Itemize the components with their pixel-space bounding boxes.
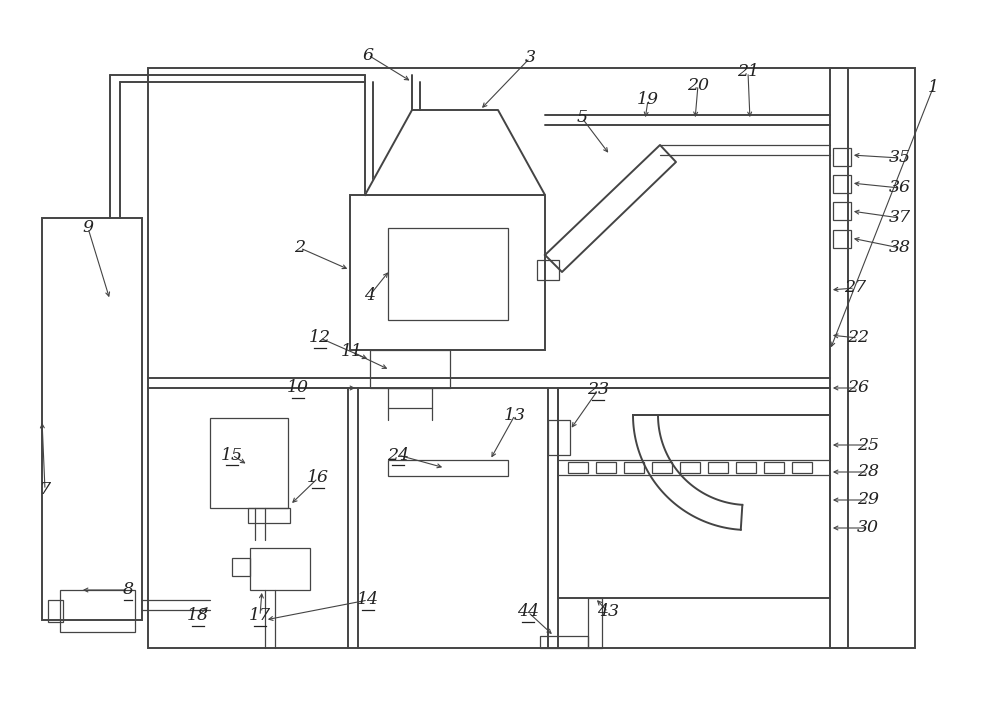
Text: 10: 10 (287, 380, 309, 397)
Text: 2: 2 (294, 239, 306, 256)
Text: 8: 8 (122, 582, 134, 599)
Bar (210, 418, 288, 508)
Text: 27: 27 (844, 280, 866, 297)
Text: 29: 29 (857, 491, 879, 508)
Bar (792, 462, 812, 473)
Bar (388, 228, 508, 320)
Text: 14: 14 (357, 592, 379, 609)
Text: 7: 7 (40, 481, 50, 498)
Bar (558, 388, 830, 598)
Bar (250, 548, 310, 590)
Bar (624, 462, 644, 473)
Bar (652, 462, 672, 473)
Bar (60, 590, 135, 632)
Bar (833, 175, 851, 193)
Text: 12: 12 (309, 330, 331, 347)
Text: 44: 44 (517, 604, 539, 621)
Text: 23: 23 (587, 381, 609, 398)
Bar (596, 462, 616, 473)
Bar (568, 462, 588, 473)
Bar (833, 148, 851, 166)
Text: 20: 20 (687, 76, 709, 93)
Polygon shape (545, 145, 676, 272)
Polygon shape (365, 110, 545, 195)
Bar (830, 68, 915, 648)
Text: 9: 9 (82, 220, 94, 237)
Bar (350, 195, 545, 350)
Text: 28: 28 (857, 464, 879, 481)
Bar (48, 600, 63, 622)
Text: 35: 35 (889, 150, 911, 167)
Bar (764, 462, 784, 473)
Bar (148, 68, 848, 648)
Text: 5: 5 (576, 109, 588, 126)
Text: 17: 17 (249, 607, 271, 625)
Bar (588, 598, 602, 648)
Bar (232, 558, 250, 576)
Bar (540, 636, 588, 648)
Bar (708, 462, 728, 473)
Bar (680, 462, 700, 473)
Bar (388, 388, 432, 408)
Text: 43: 43 (597, 604, 619, 621)
Bar (833, 230, 851, 248)
Text: 19: 19 (637, 92, 659, 109)
Text: 24: 24 (387, 446, 409, 464)
Bar (388, 460, 508, 476)
Text: 1: 1 (928, 80, 938, 97)
Text: 26: 26 (847, 380, 869, 397)
Bar (537, 260, 559, 280)
Text: 37: 37 (889, 210, 911, 227)
Text: 13: 13 (504, 407, 526, 424)
Text: 11: 11 (341, 344, 363, 361)
Text: 30: 30 (857, 520, 879, 537)
Bar (736, 462, 756, 473)
Bar (370, 350, 450, 388)
Text: 18: 18 (187, 607, 209, 625)
Text: 16: 16 (307, 469, 329, 486)
Bar (548, 420, 570, 455)
Bar (42, 218, 142, 620)
Text: 4: 4 (364, 287, 376, 304)
Text: 38: 38 (889, 239, 911, 256)
Text: 6: 6 (362, 47, 374, 64)
Text: 36: 36 (889, 179, 911, 196)
Text: 3: 3 (524, 49, 536, 66)
Text: 25: 25 (857, 436, 879, 453)
Text: 15: 15 (221, 446, 243, 464)
Bar (833, 202, 851, 220)
Bar (248, 508, 290, 523)
Text: 21: 21 (737, 64, 759, 80)
Text: 22: 22 (847, 330, 869, 347)
